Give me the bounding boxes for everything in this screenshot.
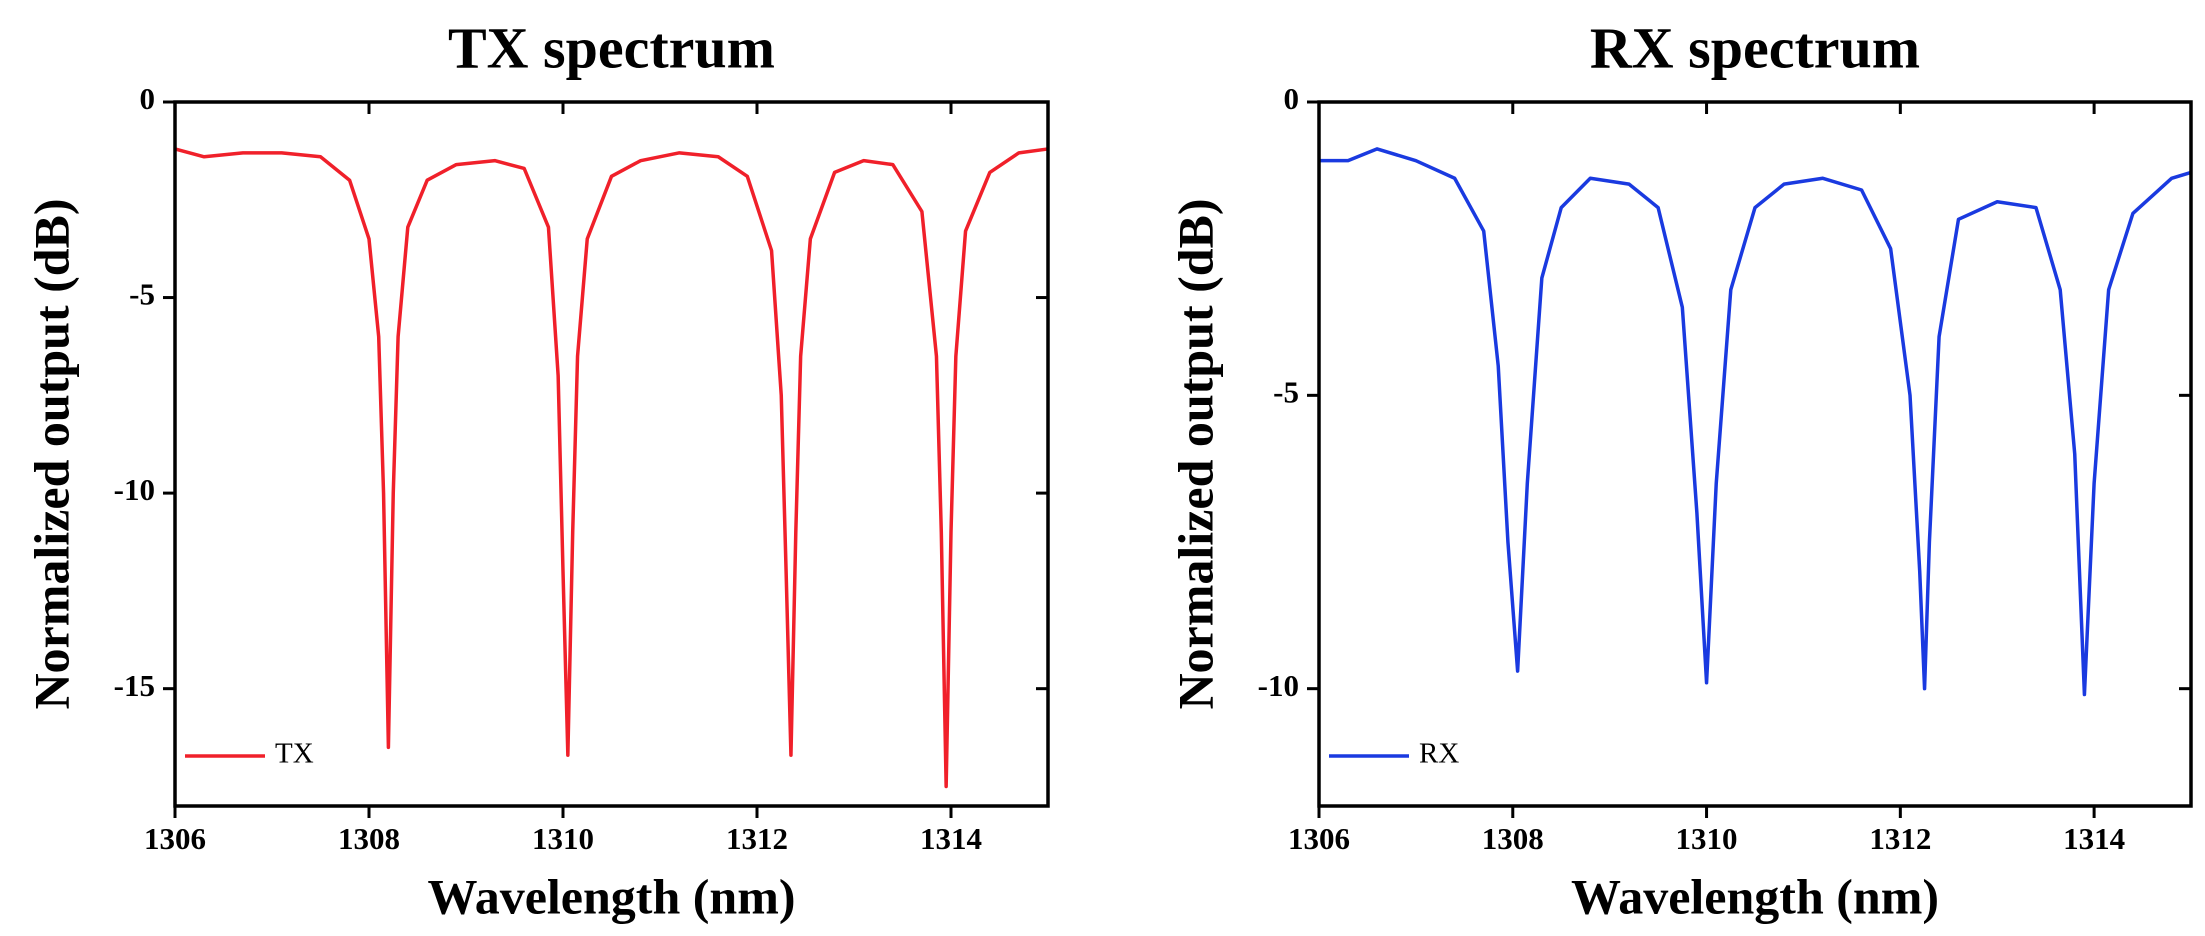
y-tick-label: -5: [1273, 374, 1299, 409]
chart-title: TX spectrum: [448, 15, 775, 80]
x-tick-label: 1308: [338, 821, 400, 856]
x-tick-label: 1314: [920, 821, 982, 856]
y-axis-label: Normalized output (dB): [1167, 198, 1223, 709]
x-tick-label: 1312: [726, 821, 788, 856]
x-tick-label: 1306: [144, 821, 206, 856]
y-axis-label: Normalized output (dB): [23, 198, 79, 709]
x-tick-label: 1310: [532, 821, 594, 856]
x-tick-label: 1312: [1869, 821, 1931, 856]
y-tick-label: -15: [114, 668, 155, 703]
plot-frame: [1317, 100, 2193, 808]
x-axis-label: Wavelength (nm): [427, 868, 795, 924]
y-tick-label: 0: [1284, 81, 1300, 116]
legend-label: TX: [275, 738, 314, 770]
x-tick-label: 1306: [1288, 821, 1350, 856]
y-tick-label: -10: [114, 472, 155, 507]
y-tick-label: -10: [1258, 668, 1299, 703]
legend-label: RX: [1419, 738, 1459, 770]
data-line: [1319, 147, 2192, 697]
y-tick-label: 0: [140, 81, 156, 116]
x-axis-label: Wavelength (nm): [1571, 868, 1939, 924]
x-tick-label: 1310: [1676, 821, 1738, 856]
x-tick-label: 1308: [1482, 821, 1544, 856]
x-tick-label: 1314: [2063, 821, 2125, 856]
plot-frame: [173, 100, 1050, 808]
y-tick-label: -5: [129, 277, 155, 312]
data-line: [174, 147, 1049, 789]
chart-title: RX spectrum: [1590, 15, 1920, 80]
